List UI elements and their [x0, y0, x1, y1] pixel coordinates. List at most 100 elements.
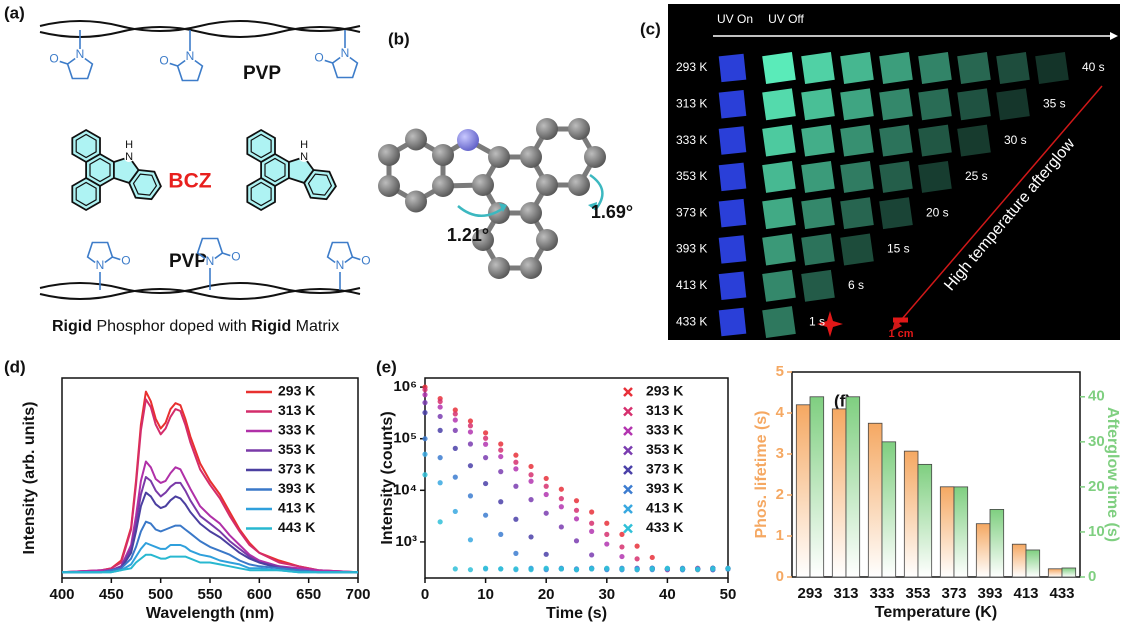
- carbon-atom: [378, 175, 400, 197]
- decay-point: [604, 521, 609, 526]
- decay-point: [468, 418, 473, 423]
- time-label: 40 s: [1082, 60, 1105, 74]
- afterglow-sample: [918, 125, 952, 157]
- x-tick-label: 450: [99, 586, 124, 603]
- x-axis-title: Time (s): [546, 605, 607, 622]
- y2-tick-label: 30: [1088, 433, 1105, 450]
- bar: [882, 442, 896, 577]
- legend-marker: [624, 408, 632, 416]
- legend-label: 353 K: [646, 441, 683, 457]
- oxygen-label: O: [231, 250, 240, 264]
- x-tick-label: 293: [797, 585, 822, 602]
- temperature-label: 433 K: [676, 314, 707, 328]
- carbon-atom: [432, 175, 454, 197]
- bar: [940, 487, 954, 577]
- decay-point: [468, 493, 473, 498]
- afterglow-sample: [801, 88, 835, 120]
- page: { "panel_a": {"label": "(a)", "polymer_t…: [0, 0, 1124, 626]
- decay-point: [544, 511, 549, 516]
- nitrogen-label: N: [76, 47, 85, 61]
- uv-off-label: UV Off: [768, 12, 804, 26]
- afterglow-sample: [801, 125, 835, 157]
- afterglow-sample: [879, 88, 913, 120]
- y-tick-label: 10⁶: [393, 378, 417, 395]
- decay-point: [468, 537, 473, 542]
- decay-point: [589, 552, 594, 557]
- oxygen-label: O: [121, 254, 130, 268]
- decay-point: [422, 472, 427, 477]
- afterglow-sample: [801, 52, 835, 84]
- x-tick-label: 550: [197, 586, 222, 603]
- legend-label: 313 K: [646, 402, 683, 418]
- polymer-label: PVP: [243, 63, 281, 84]
- nitrogen-label: N: [125, 151, 133, 163]
- x-tick-label: 393: [977, 585, 1002, 602]
- decay-point: [422, 392, 427, 397]
- y-tick-label: 10⁵: [393, 430, 417, 447]
- y-tick-label: 3: [776, 445, 784, 462]
- time-label: 1 s: [809, 314, 825, 328]
- x-tick-label: 20: [538, 586, 555, 603]
- y-tick-label: 10⁴: [393, 481, 417, 498]
- panel-label: (a): [4, 3, 25, 22]
- bar: [954, 487, 968, 577]
- afterglow-sample: [879, 125, 913, 157]
- hydrogen-label: H: [300, 139, 308, 151]
- decay-point: [422, 400, 427, 405]
- decay-point: [453, 411, 458, 416]
- x-tick-label: 433: [1049, 585, 1074, 602]
- legend-marker: [624, 427, 632, 435]
- decay-point: [483, 442, 488, 447]
- decay-point: [528, 534, 533, 539]
- temperature-label: 393 K: [676, 242, 707, 256]
- caption-text: Matrix: [291, 318, 339, 335]
- afterglow-sample: [996, 52, 1030, 84]
- oxygen-label: O: [159, 54, 168, 68]
- legend-label: 293 K: [278, 383, 315, 399]
- decay-point: [559, 487, 564, 492]
- afterglow-sample: [1035, 52, 1069, 84]
- decay-point: [710, 566, 715, 571]
- time-label: 35 s: [1043, 96, 1066, 110]
- bar: [832, 409, 846, 577]
- x-tick-label: 333: [869, 585, 894, 602]
- decay-point: [513, 551, 518, 556]
- x-tick-label: 700: [345, 586, 370, 603]
- x-tick-label: 10: [477, 586, 494, 603]
- caption-text: Phosphor doped with: [92, 318, 251, 335]
- decay-point: [438, 414, 443, 419]
- decay-point: [468, 567, 473, 572]
- decay-point: [483, 481, 488, 486]
- y-tick-label: 10³: [395, 533, 417, 550]
- decay-point: [544, 492, 549, 497]
- decay-point: [498, 532, 503, 537]
- afterglow-sample: [840, 52, 874, 84]
- carbon-atom: [378, 144, 400, 166]
- legend-marker: [624, 447, 632, 455]
- decay-point: [665, 566, 670, 571]
- decay-point: [650, 555, 655, 560]
- y-tick-label: 5: [776, 363, 784, 380]
- x-axis-title: Temperature (K): [875, 604, 997, 621]
- carbon-atom: [536, 174, 558, 196]
- legend-marker: [624, 525, 632, 533]
- decay-point: [483, 513, 488, 518]
- nitrogen-label: N: [336, 258, 345, 272]
- decay-point: [604, 541, 609, 546]
- decay-point: [680, 566, 685, 571]
- y-axis-title: Phos. lifetime (s): [753, 410, 770, 538]
- y-tick-label: 2: [776, 486, 784, 503]
- x-tick-label: 650: [296, 586, 321, 603]
- legend-label: 413 K: [646, 500, 683, 516]
- afterglow-sample: [801, 197, 835, 229]
- bar: [846, 397, 860, 577]
- panel-label: (d): [4, 357, 26, 376]
- x-tick-label: 353: [905, 585, 930, 602]
- bar: [1012, 544, 1026, 577]
- time-label: 30 s: [1004, 133, 1027, 147]
- decay-point: [544, 552, 549, 557]
- oxygen-label: O: [49, 52, 58, 66]
- decay-point: [559, 566, 564, 571]
- y-axis-title: Intensity (arb. units): [21, 402, 38, 555]
- bar: [796, 405, 810, 577]
